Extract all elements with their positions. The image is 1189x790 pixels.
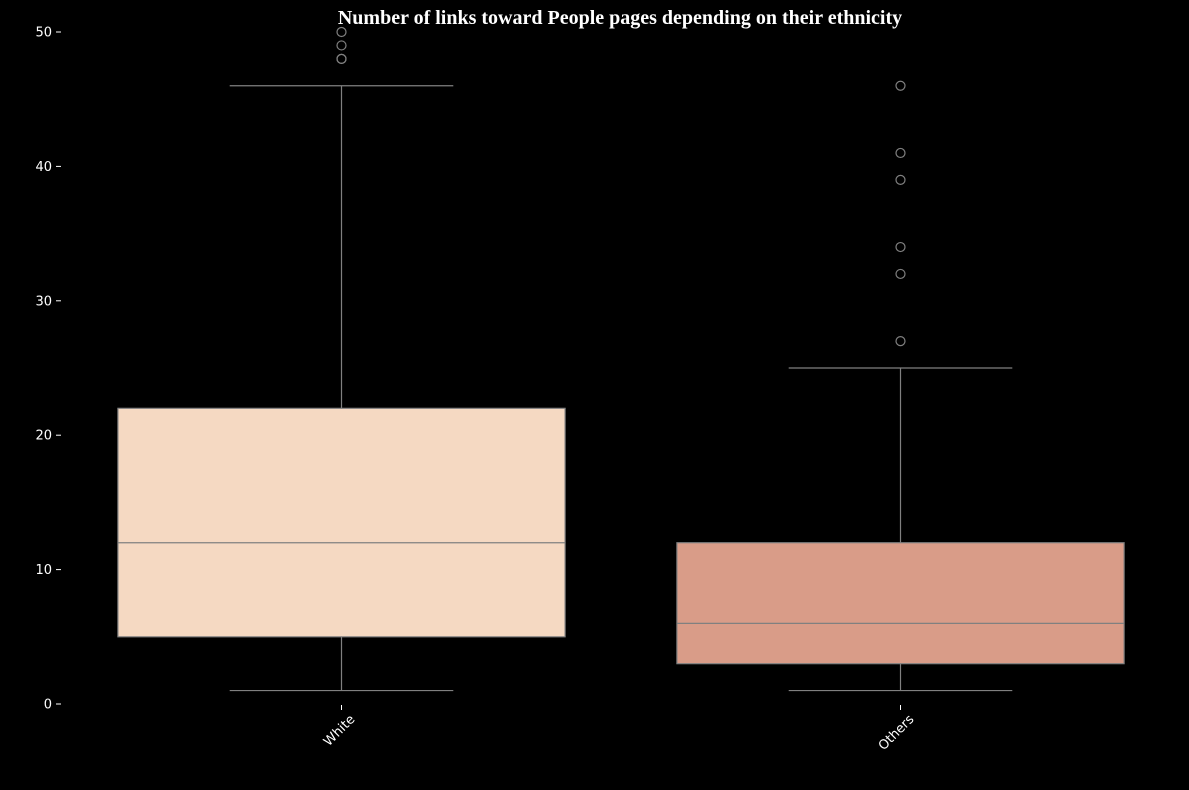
x-axis: White Others bbox=[321, 705, 918, 754]
y-tick-label: 10 bbox=[35, 563, 52, 578]
y-tick-label: 0 bbox=[44, 698, 52, 713]
box-white bbox=[117, 407, 566, 638]
outlier-point bbox=[336, 40, 347, 51]
outlier-point bbox=[336, 26, 347, 38]
x-tick-label-white: White bbox=[321, 712, 358, 749]
y-tick-label: 40 bbox=[35, 160, 52, 175]
y-axis: 0 10 20 30 40 50 bbox=[35, 26, 61, 713]
outlier-point bbox=[895, 241, 906, 253]
outlier-point bbox=[895, 147, 906, 159]
y-tick-label: 50 bbox=[35, 26, 52, 41]
y-tick-label: 20 bbox=[35, 429, 52, 444]
x-tick-label-others: Others bbox=[876, 712, 918, 754]
outlier-point bbox=[895, 336, 906, 347]
outlier-point bbox=[895, 268, 906, 280]
chart-title: Number of links toward People pages depe… bbox=[338, 7, 902, 29]
y-tick-label: 30 bbox=[35, 294, 52, 309]
outlier-point bbox=[895, 174, 906, 185]
box-group-others bbox=[676, 80, 1125, 692]
outlier-point bbox=[895, 80, 906, 91]
box-group-white bbox=[117, 26, 566, 692]
boxes-layer bbox=[117, 26, 1125, 692]
outlier-point bbox=[336, 53, 347, 64]
box-others bbox=[676, 542, 1125, 665]
